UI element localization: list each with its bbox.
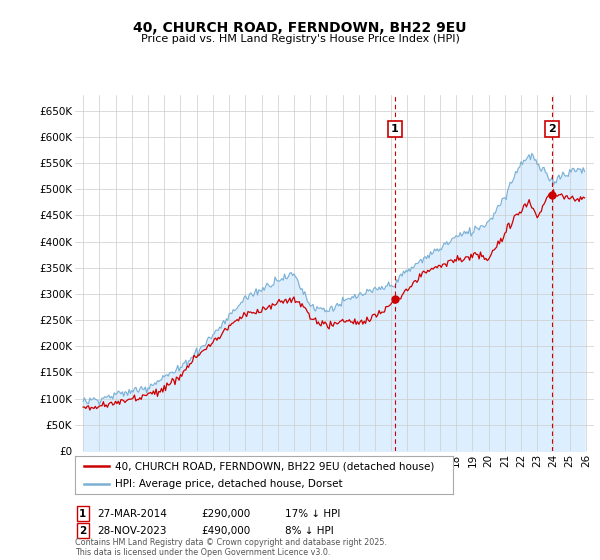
- Text: 2: 2: [79, 526, 86, 536]
- Text: Price paid vs. HM Land Registry's House Price Index (HPI): Price paid vs. HM Land Registry's House …: [140, 34, 460, 44]
- Text: 17% ↓ HPI: 17% ↓ HPI: [285, 508, 340, 519]
- Text: HPI: Average price, detached house, Dorset: HPI: Average price, detached house, Dors…: [115, 479, 343, 489]
- Text: £290,000: £290,000: [201, 508, 250, 519]
- Text: Contains HM Land Registry data © Crown copyright and database right 2025.
This d: Contains HM Land Registry data © Crown c…: [75, 538, 387, 557]
- Text: 2: 2: [548, 124, 556, 134]
- Text: 40, CHURCH ROAD, FERNDOWN, BH22 9EU: 40, CHURCH ROAD, FERNDOWN, BH22 9EU: [133, 21, 467, 35]
- Text: £490,000: £490,000: [201, 526, 250, 536]
- Text: 8% ↓ HPI: 8% ↓ HPI: [285, 526, 334, 536]
- Text: 28-NOV-2023: 28-NOV-2023: [97, 526, 167, 536]
- Text: 1: 1: [79, 508, 86, 519]
- Text: 1: 1: [391, 124, 399, 134]
- Text: 40, CHURCH ROAD, FERNDOWN, BH22 9EU (detached house): 40, CHURCH ROAD, FERNDOWN, BH22 9EU (det…: [115, 461, 434, 471]
- Text: 27-MAR-2014: 27-MAR-2014: [97, 508, 167, 519]
